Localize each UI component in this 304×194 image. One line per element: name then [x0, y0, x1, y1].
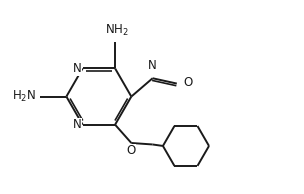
Text: N: N: [72, 62, 81, 75]
Text: H$_2$N: H$_2$N: [12, 89, 36, 104]
Text: N: N: [72, 118, 81, 131]
Text: NH$_2$: NH$_2$: [105, 23, 129, 38]
Text: O: O: [183, 76, 192, 89]
Text: N: N: [148, 59, 157, 72]
Text: O: O: [127, 145, 136, 158]
